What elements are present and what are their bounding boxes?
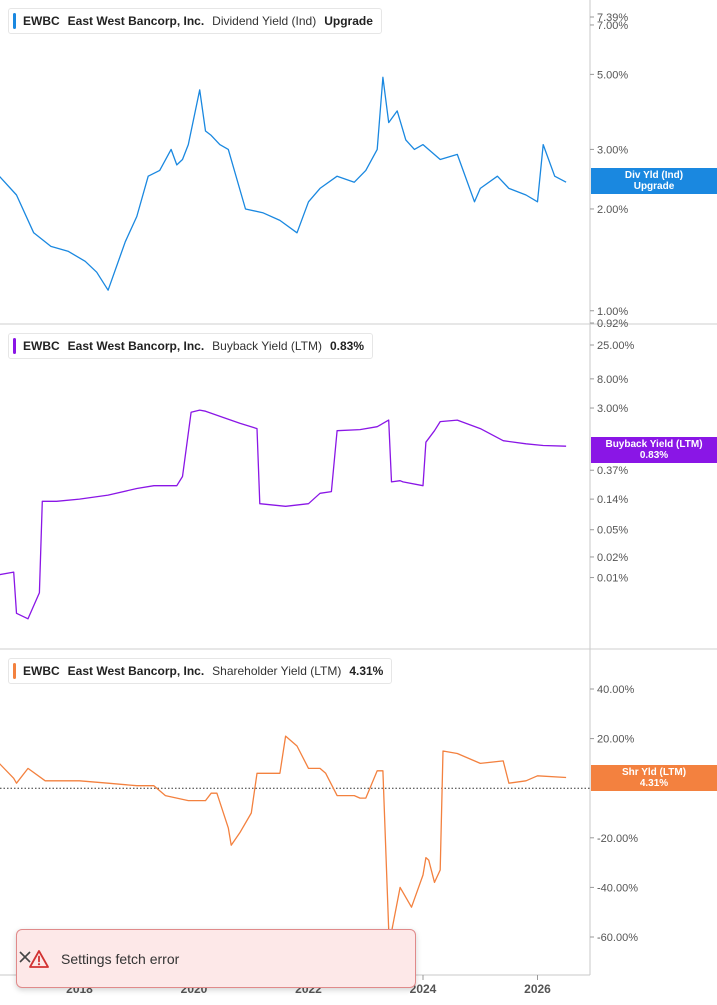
badge-value: 4.31% <box>639 778 669 789</box>
badge-dividend: Div Yld (Ind) Upgrade <box>591 168 717 194</box>
y-tick-label: 7.00% <box>597 20 628 32</box>
y-tick-label: 0.05% <box>597 525 628 537</box>
legend-company: East West Bancorp, Inc. <box>67 664 205 678</box>
y-tick-label: 5.00% <box>597 69 628 81</box>
y-tick-label: 0.14% <box>597 494 628 506</box>
legend-value: 0.83% <box>329 339 365 353</box>
toast-message: Settings fetch error <box>61 950 180 967</box>
badge-value: 0.83% <box>639 450 669 461</box>
y-tick-label: -60.00% <box>597 932 638 944</box>
close-icon[interactable] <box>17 949 33 965</box>
series-line-shr <box>0 735 567 933</box>
badge-label: Div Yld (Ind) <box>624 170 684 181</box>
series-swatch <box>13 13 16 29</box>
series-swatch <box>13 663 16 679</box>
y-tick-label: 8.00% <box>597 374 628 386</box>
legend-shareholder: EWBC East West Bancorp, Inc. Shareholder… <box>8 658 393 684</box>
badge-shareholder: Shr Yld (LTM) 4.31% <box>591 765 717 791</box>
legend-value: 4.31% <box>349 664 384 678</box>
y-tick-label: 0.37% <box>597 465 628 477</box>
y-tick-label: 40.00% <box>597 684 635 696</box>
legend-metric: Buyback Yield (LTM) <box>212 339 322 353</box>
legend-ticker: EWBC <box>23 664 60 678</box>
y-tick-label: -20.00% <box>597 833 638 845</box>
badge-value: Upgrade <box>633 181 675 192</box>
legend-company: East West Bancorp, Inc. <box>67 14 205 28</box>
y-tick-label: 20.00% <box>597 734 635 746</box>
badge-label: Shr Yld (LTM) <box>621 767 687 778</box>
error-toast: Settings fetch error <box>16 929 416 988</box>
badge-buyback: Buyback Yield (LTM) 0.83% <box>591 437 717 463</box>
warning-icon <box>29 949 49 968</box>
y-tick-label: 2.00% <box>597 204 628 216</box>
legend-metric: Shareholder Yield (LTM) <box>212 664 342 678</box>
y-tick-label: 0.02% <box>597 552 628 564</box>
y-tick-label: 3.00% <box>597 144 628 156</box>
legend-metric: Dividend Yield (Ind) <box>212 14 317 28</box>
series-swatch <box>13 338 16 354</box>
y-tick-label: 25.00% <box>597 340 635 352</box>
y-tick-label: 7.39% <box>597 12 628 24</box>
y-tick-label: 1.00% <box>597 306 628 318</box>
legend-ticker: EWBC <box>23 14 60 28</box>
y-tick-label: 0.92% <box>597 318 628 330</box>
legend-value[interactable]: Upgrade <box>324 14 373 28</box>
legend-ticker: EWBC <box>23 339 60 353</box>
series-line-buy <box>0 409 567 620</box>
y-tick-label: -40.00% <box>597 882 638 894</box>
y-tick-label: 0.01% <box>597 573 628 585</box>
y-tick-label: 3.00% <box>597 403 628 415</box>
legend-company: East West Bancorp, Inc. <box>67 339 205 353</box>
series-line-div <box>0 76 567 291</box>
x-tick-label: 2026 <box>524 982 551 996</box>
legend-buyback: EWBC East West Bancorp, Inc. Buyback Yie… <box>8 333 374 359</box>
legend-dividend: EWBC East West Bancorp, Inc. Dividend Yi… <box>8 8 382 34</box>
x-tick-label: 2024 <box>410 982 437 996</box>
badge-label: Buyback Yield (LTM) <box>605 439 703 450</box>
